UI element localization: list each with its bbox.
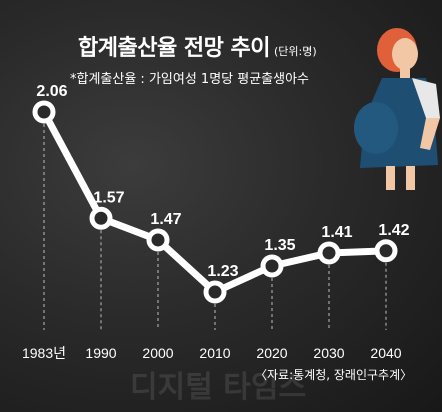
sleeve-shape [412, 78, 440, 118]
x-tick-label: 2010 [199, 345, 230, 361]
watermark: 디지털 타임스 [130, 370, 307, 405]
x-tick-label: 1983년 [22, 345, 66, 361]
x-tick-label: 2020 [256, 345, 287, 361]
x-tick-label: 1990 [85, 345, 116, 361]
data-label: 1.41 [321, 224, 352, 241]
neck-shape [400, 68, 410, 78]
data-label: 1.23 [207, 263, 238, 280]
data-point [260, 254, 284, 278]
leg-left [386, 166, 395, 190]
data-label: 1.42 [378, 222, 409, 239]
data-label: 2.06 [36, 83, 67, 100]
data-point [374, 239, 398, 263]
face-shape [392, 38, 418, 70]
data-point [146, 228, 170, 252]
data-label: 1.35 [264, 237, 295, 254]
x-tick-label: 2040 [370, 345, 401, 361]
source-note: 〈자료:통계청, 장래인구추계〉 [255, 368, 413, 382]
chart-note: *합계출산율 : 가임여성 1명당 평균출생아수 [70, 72, 310, 87]
chart-title: 합계출산율 전망 추이 [78, 36, 270, 61]
title-block: 합계출산율 전망 추이 (단위:명) [78, 30, 317, 62]
pregnant-woman-illustration [354, 28, 440, 190]
chart-layer: 2.06 1.57 1.47 1.23 1.35 1.41 1.42 1983년 1990 200… [22, 83, 410, 361]
x-tick-label: 2030 [313, 345, 344, 361]
x-tick-label: 2000 [142, 345, 173, 361]
belly-shape [354, 102, 398, 154]
data-label: 1.47 [150, 211, 181, 228]
data-point [203, 280, 227, 304]
data-label: 1.57 [93, 189, 124, 206]
unit-label: (단위:명) [273, 45, 317, 58]
data-point [89, 206, 113, 230]
arm-shape [420, 118, 440, 150]
data-point [32, 100, 56, 124]
data-point [317, 241, 341, 265]
leg-right [406, 166, 415, 190]
